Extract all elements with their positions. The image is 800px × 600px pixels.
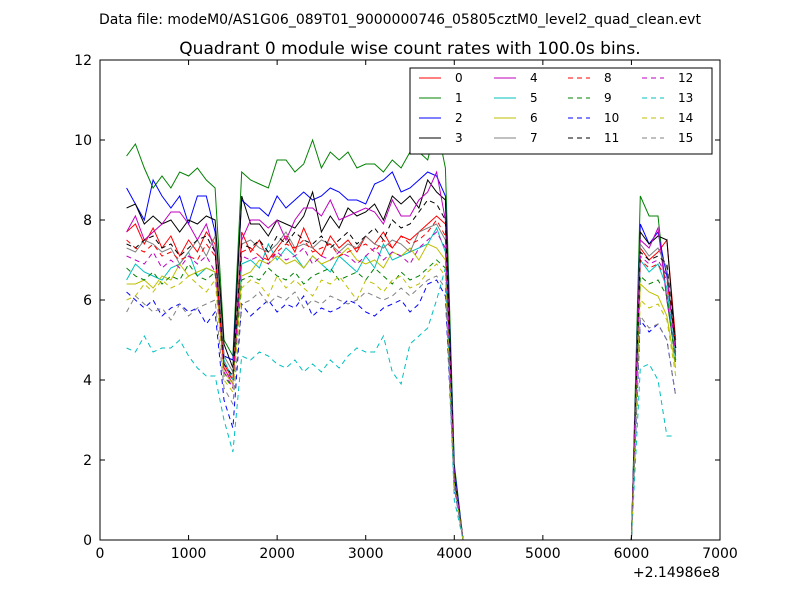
x-tick-label: 6000 [614,546,650,562]
legend-label-6: 6 [530,111,538,125]
series-line-13 [126,267,676,541]
legend-label-1: 1 [455,91,463,105]
series-line-1 [126,123,677,541]
x-tick-label: 4000 [436,546,472,562]
x-tick-label: 7000 [702,546,738,562]
x-tick-label: 5000 [525,546,561,562]
series-line-10 [126,279,677,541]
series-line-8 [126,219,677,541]
x-tick-label: 3000 [348,546,384,562]
series-line-14 [126,263,677,541]
legend-label-11: 11 [604,131,619,145]
plot-series [126,123,677,541]
legend-label-12: 12 [678,71,693,85]
x-offset-label: +2.14986e8 [633,565,720,581]
y-tick-label: 0 [83,533,92,549]
chart-title: Quadrant 0 module wise count rates with … [179,39,640,59]
legend-label-14: 14 [678,111,693,125]
y-tick-label: 12 [74,53,92,69]
legend-label-8: 8 [604,71,612,85]
legend-label-5: 5 [530,91,538,105]
y-tick-label: 4 [83,373,92,389]
legend-label-4: 4 [530,71,538,85]
legend-label-13: 13 [678,91,693,105]
y-tick-label: 8 [83,213,92,229]
series-line-4 [126,170,677,541]
legend-label-10: 10 [604,111,619,125]
series-line-2 [126,171,677,541]
x-tick-label: 0 [96,546,105,562]
y-tick-label: 10 [74,133,92,149]
series-line-9 [126,259,677,541]
legend-label-0: 0 [455,71,463,85]
legend-label-15: 15 [678,131,693,145]
series-line-15 [126,275,677,541]
legend-label-2: 2 [455,111,463,125]
suptitle: Data file: modeM0/AS1G06_089T01_90000007… [99,12,701,28]
x-axis: 0 1000 2000 3000 4000 5000 6000 7000 [96,60,738,562]
series-line-11 [126,199,677,541]
legend-label-7: 7 [530,131,538,145]
x-tick-label: 2000 [259,546,295,562]
y-tick-label: 2 [83,453,92,469]
legend-box [409,67,713,155]
y-tick-label: 6 [83,293,92,309]
legend-label-3: 3 [455,131,463,145]
legend-label-9: 9 [604,91,612,105]
series-line-12 [126,231,677,541]
x-tick-label: 1000 [171,546,207,562]
series-line-0 [126,215,677,541]
